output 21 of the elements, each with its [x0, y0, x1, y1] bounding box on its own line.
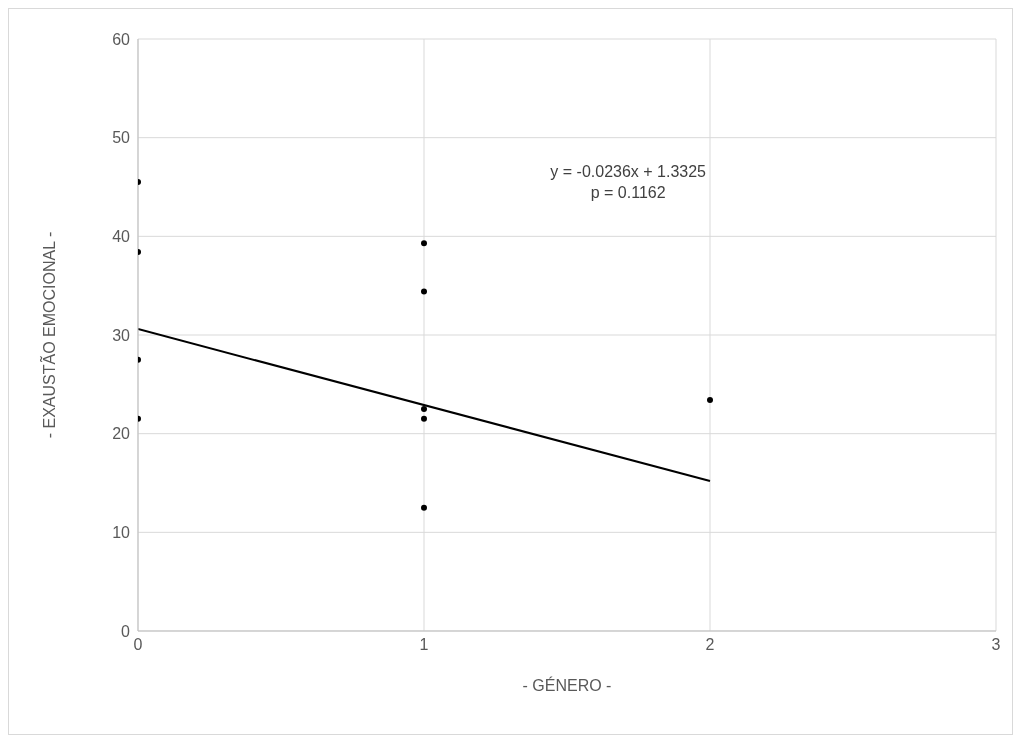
y-tick-label: 40	[112, 228, 131, 246]
point	[421, 288, 427, 295]
x-tick-label: 3	[991, 636, 1001, 654]
point	[421, 406, 427, 412]
y-tick-label: 0	[121, 622, 131, 640]
annotation: p = 0.1162	[589, 183, 667, 203]
point	[707, 397, 713, 404]
point	[421, 504, 427, 511]
x-tick-label: 0	[133, 636, 143, 654]
x-axis-title: - GÉNERO -	[522, 676, 612, 694]
y-tick-label: 20	[112, 425, 131, 443]
y-tick-label: 60	[112, 30, 131, 48]
point	[421, 240, 427, 247]
y-axis-title: - EXAUSTÃO EMOCIONAL -	[38, 231, 58, 439]
y-tick-label: 30	[112, 326, 131, 344]
x-tick-label: 1	[419, 636, 429, 654]
y-tick-label: 50	[112, 129, 131, 147]
point	[421, 415, 427, 422]
x-tick-label: 2	[705, 636, 715, 654]
y-tick-label: 10	[112, 524, 131, 542]
annotation: y = -0.0236x + 1.3325	[549, 162, 707, 182]
